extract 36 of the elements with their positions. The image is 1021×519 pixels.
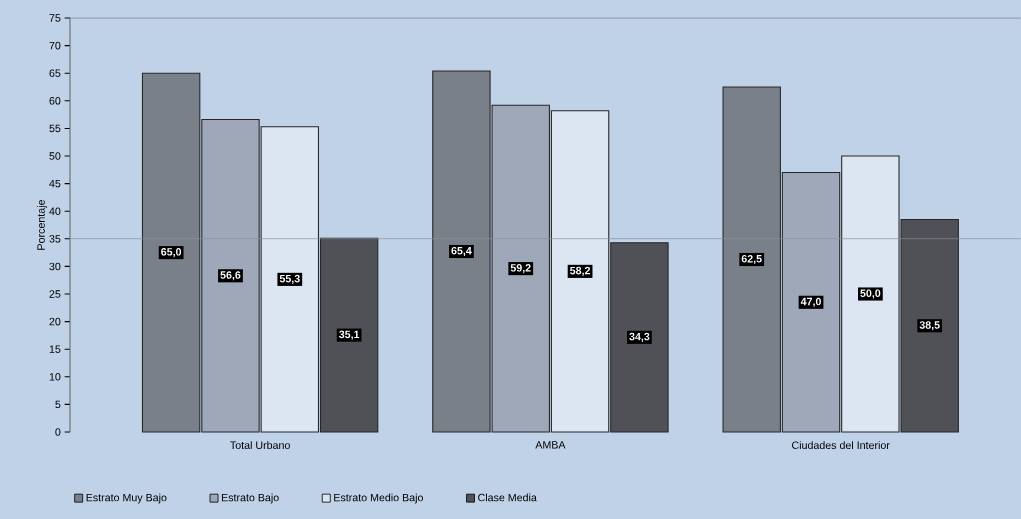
data-label: 38,5 bbox=[919, 321, 940, 331]
y-tick-label: 20 bbox=[49, 317, 61, 326]
y-tick-label: 40 bbox=[49, 207, 61, 215]
y-tick-label: 10 bbox=[49, 373, 61, 381]
y-tick-label: 55 bbox=[49, 124, 61, 133]
data-label: 50,0 bbox=[860, 289, 881, 299]
data-label: 58,2 bbox=[570, 266, 591, 276]
y-axis-title: Porcentaje bbox=[36, 199, 47, 250]
legend-label: Estrato Muy Bajo bbox=[86, 493, 167, 504]
x-tick-label: Total Urbano bbox=[230, 441, 290, 449]
y-tick-label: 5 bbox=[55, 400, 61, 409]
y-tick-label: 70 bbox=[49, 41, 61, 50]
y-tick-label: 30 bbox=[49, 262, 61, 271]
y-tick-label: 0 bbox=[55, 428, 61, 436]
data-label: 47,0 bbox=[800, 297, 821, 307]
y-tick-label: 75 bbox=[49, 14, 61, 22]
data-label: 62,5 bbox=[741, 254, 762, 265]
y-tick-label: 35 bbox=[49, 235, 61, 243]
y-tick-label: 60 bbox=[49, 97, 61, 105]
legend-label: Estrato Medio Bajo bbox=[334, 493, 423, 504]
y-tick-label: 45 bbox=[49, 179, 61, 188]
data-label: 59,2 bbox=[510, 264, 531, 274]
x-tick-label: AMBA bbox=[535, 441, 566, 449]
y-tick-label: 25 bbox=[49, 290, 61, 298]
x-tick-label: Ciudades del Interior bbox=[792, 441, 890, 449]
data-label: 65,0 bbox=[161, 248, 182, 258]
data-label: 55,3 bbox=[279, 274, 300, 284]
legend-label: Clase Media bbox=[478, 493, 537, 502]
legend-label: Estrato Bajo bbox=[221, 493, 279, 504]
data-label: 34,3 bbox=[629, 332, 650, 342]
y-tick-label: 65 bbox=[49, 69, 61, 77]
data-label: 65,4 bbox=[451, 246, 472, 257]
y-tick-label: 15 bbox=[49, 345, 61, 353]
data-label: 56,6 bbox=[220, 271, 241, 281]
data-label: 35,1 bbox=[339, 330, 360, 340]
y-tick-label: 50 bbox=[49, 152, 61, 160]
